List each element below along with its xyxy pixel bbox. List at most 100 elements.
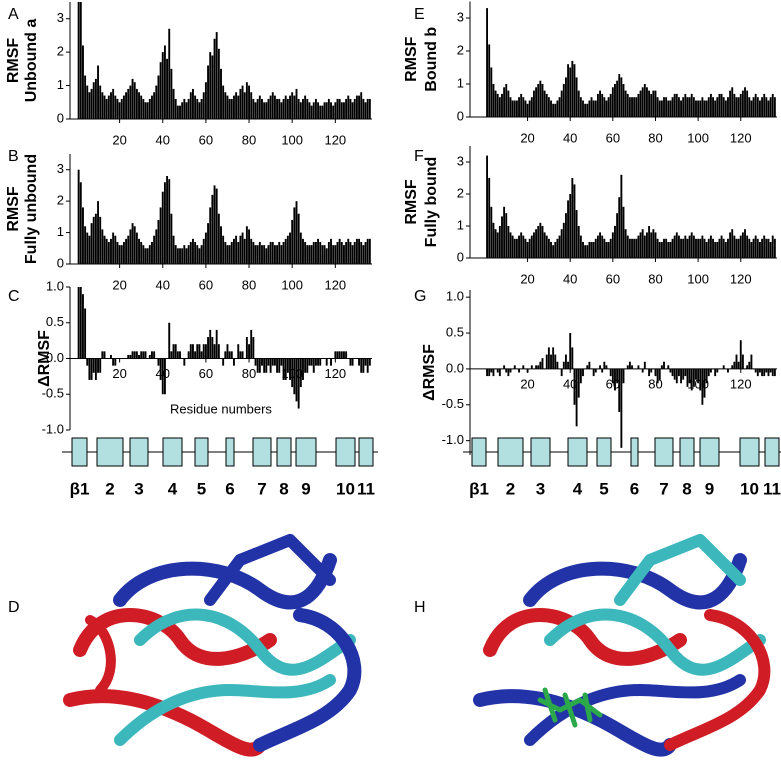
bar [637, 93, 640, 117]
bar [603, 238, 606, 258]
bar [135, 351, 138, 359]
bar [317, 358, 320, 366]
bar [243, 92, 246, 119]
bar [746, 90, 749, 117]
bar [297, 98, 300, 119]
y-tick-label: 1 [457, 75, 464, 90]
bar [271, 358, 274, 366]
bar [562, 361, 565, 369]
bar [209, 329, 212, 359]
beta-strand [129, 437, 149, 467]
bar [187, 98, 190, 119]
bar [204, 232, 207, 264]
bar [314, 358, 317, 366]
bar [153, 235, 156, 264]
bar [172, 344, 175, 359]
bar [168, 179, 171, 264]
bar [196, 245, 199, 264]
bar [215, 32, 218, 120]
bar [159, 207, 162, 264]
y-axis-label: RMSF [403, 36, 420, 82]
bar [120, 98, 123, 119]
bar [241, 85, 244, 119]
x-tick-label: 100 [687, 130, 709, 145]
bar [263, 245, 266, 264]
bar [129, 354, 132, 359]
bar [226, 95, 229, 119]
bar [81, 207, 84, 264]
bar [571, 60, 574, 117]
beta-strand [335, 437, 356, 467]
x-tick-label: 80 [648, 376, 662, 391]
bar [528, 100, 531, 117]
bar [202, 238, 205, 264]
bar [312, 102, 315, 119]
bar [596, 93, 599, 117]
bar [541, 358, 544, 369]
x-tick-label: 120 [730, 376, 752, 391]
bar [310, 358, 313, 366]
bar [771, 368, 774, 377]
bar [241, 351, 244, 359]
bar [207, 223, 210, 264]
beta-strand [225, 437, 235, 467]
bar [99, 216, 102, 264]
x-tick-label: 100 [687, 376, 709, 391]
bar [107, 95, 110, 119]
bar [650, 93, 653, 117]
bar [752, 238, 755, 258]
bar [513, 365, 516, 369]
bar [222, 358, 225, 366]
bar [744, 87, 746, 117]
bar [731, 365, 734, 369]
bar [265, 358, 268, 373]
bar [297, 213, 300, 264]
bar [703, 100, 706, 117]
bar [202, 92, 205, 119]
bar [291, 358, 294, 388]
bar [343, 351, 345, 359]
bar [577, 368, 580, 398]
bar [522, 235, 525, 258]
bar [198, 102, 201, 119]
bar [564, 354, 567, 369]
bar [646, 87, 648, 117]
bar [183, 98, 186, 119]
bar [157, 358, 160, 366]
bar [543, 232, 546, 258]
bar [722, 97, 725, 117]
bar [338, 351, 341, 359]
bar [720, 93, 723, 117]
bar [543, 90, 546, 117]
bar [77, 287, 80, 359]
bar [224, 92, 227, 119]
bar [699, 368, 702, 391]
bar [189, 344, 192, 359]
bar [562, 222, 565, 258]
bar [658, 100, 661, 117]
bar [340, 242, 343, 264]
bar [362, 358, 365, 373]
x-tick-label: 120 [730, 271, 752, 286]
bar [716, 368, 719, 373]
bar [669, 368, 672, 373]
bar [620, 174, 623, 258]
bar [605, 242, 608, 258]
strand-label: 7 [257, 479, 266, 498]
bar [643, 361, 646, 369]
bar [317, 238, 320, 264]
bar [330, 238, 332, 264]
bar [302, 358, 304, 380]
bar [90, 223, 93, 264]
bar [317, 102, 320, 119]
bar [308, 245, 311, 264]
bar [284, 238, 287, 264]
bar [267, 245, 270, 264]
bar [682, 97, 685, 117]
bar [505, 84, 508, 117]
bar [628, 238, 631, 258]
bar [594, 368, 597, 373]
strand-label: 3 [134, 479, 143, 498]
bar [677, 97, 680, 117]
bar [267, 358, 270, 366]
